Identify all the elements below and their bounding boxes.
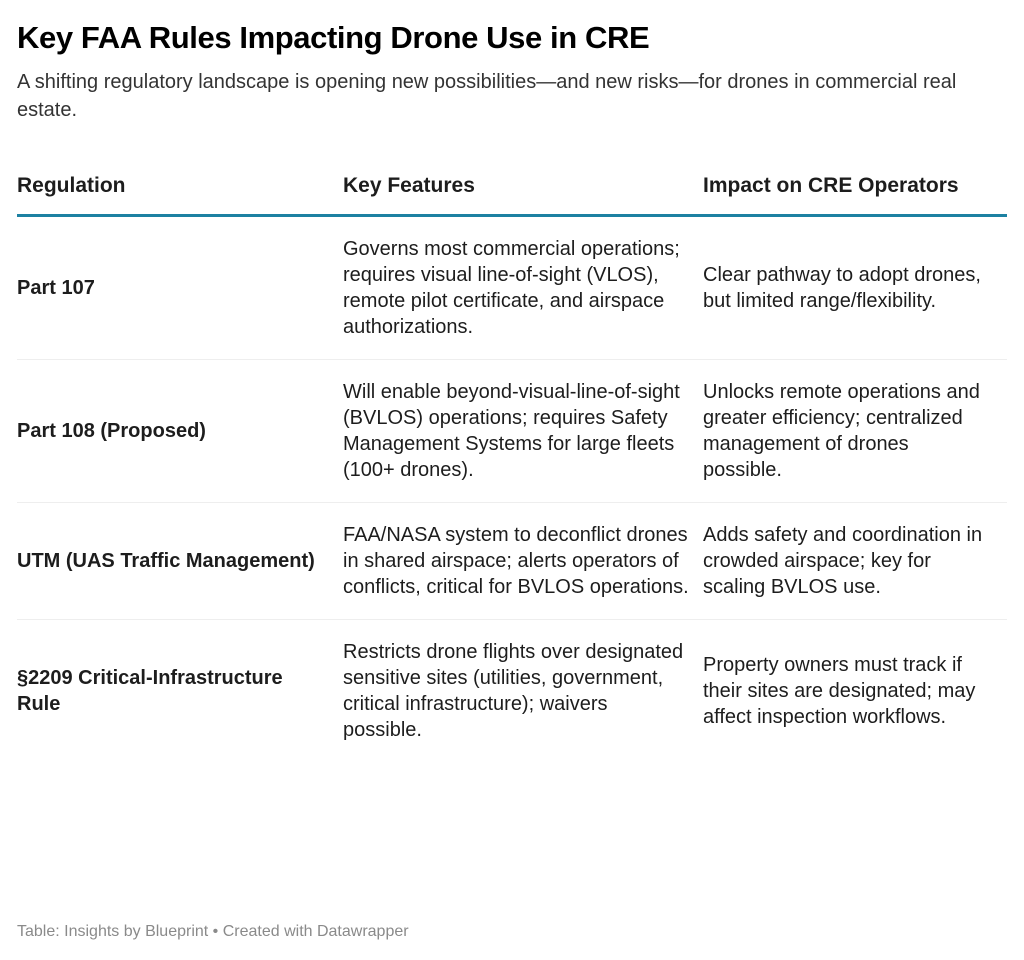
column-header-key-features[interactable]: Key Features xyxy=(343,172,703,217)
cell-key-features: FAA/NASA system to deconflict drones in … xyxy=(343,502,703,620)
cell-regulation: Part 108 (Proposed) xyxy=(17,359,343,503)
header-row: Regulation Key Features Impact on CRE Op… xyxy=(17,172,1007,217)
table-header: Regulation Key Features Impact on CRE Op… xyxy=(17,172,1007,217)
table-row: UTM (UAS Traffic Management) FAA/NASA sy… xyxy=(17,502,1007,620)
table-body: Part 107 Governs most commercial operati… xyxy=(17,215,1007,763)
table-row: Part 107 Governs most commercial operati… xyxy=(17,215,1007,360)
cell-regulation: UTM (UAS Traffic Management) xyxy=(17,502,343,620)
cell-regulation: Part 107 xyxy=(17,215,343,360)
cell-regulation: §2209 Critical-Infrastructure Rule xyxy=(17,667,283,715)
column-header-impact[interactable]: Impact on CRE Operators xyxy=(703,172,1007,217)
cell-impact: Adds safety and coordination in crowded … xyxy=(703,502,1007,620)
cell-impact: Unlocks remote operations and greater ef… xyxy=(703,359,1007,503)
table-row: Part 108 (Proposed) Will enable beyond-v… xyxy=(17,359,1007,503)
table-container: Key FAA Rules Impacting Drone Use in CRE… xyxy=(17,0,1007,762)
page-title: Key FAA Rules Impacting Drone Use in CRE xyxy=(17,20,650,55)
cell-impact: Property owners must track if their site… xyxy=(703,654,976,728)
cell-impact: Clear pathway to adopt drones, but limit… xyxy=(703,215,1007,360)
cell-key-features: Will enable beyond-visual-line-of-sight … xyxy=(343,359,703,503)
cell-key-features: Governs most commercial operations; requ… xyxy=(343,215,703,360)
source-footer: Table: Insights by Blueprint • Created w… xyxy=(17,923,409,940)
table-row: §2209 Critical-Infrastructure Rule Restr… xyxy=(17,620,1007,763)
page-subtitle: A shifting regulatory landscape is openi… xyxy=(17,71,957,121)
cell-key-features: Restricts drone flights over designated … xyxy=(343,641,684,741)
column-header-regulation[interactable]: Regulation xyxy=(17,172,343,217)
regulations-table: Regulation Key Features Impact on CRE Op… xyxy=(17,172,1007,762)
